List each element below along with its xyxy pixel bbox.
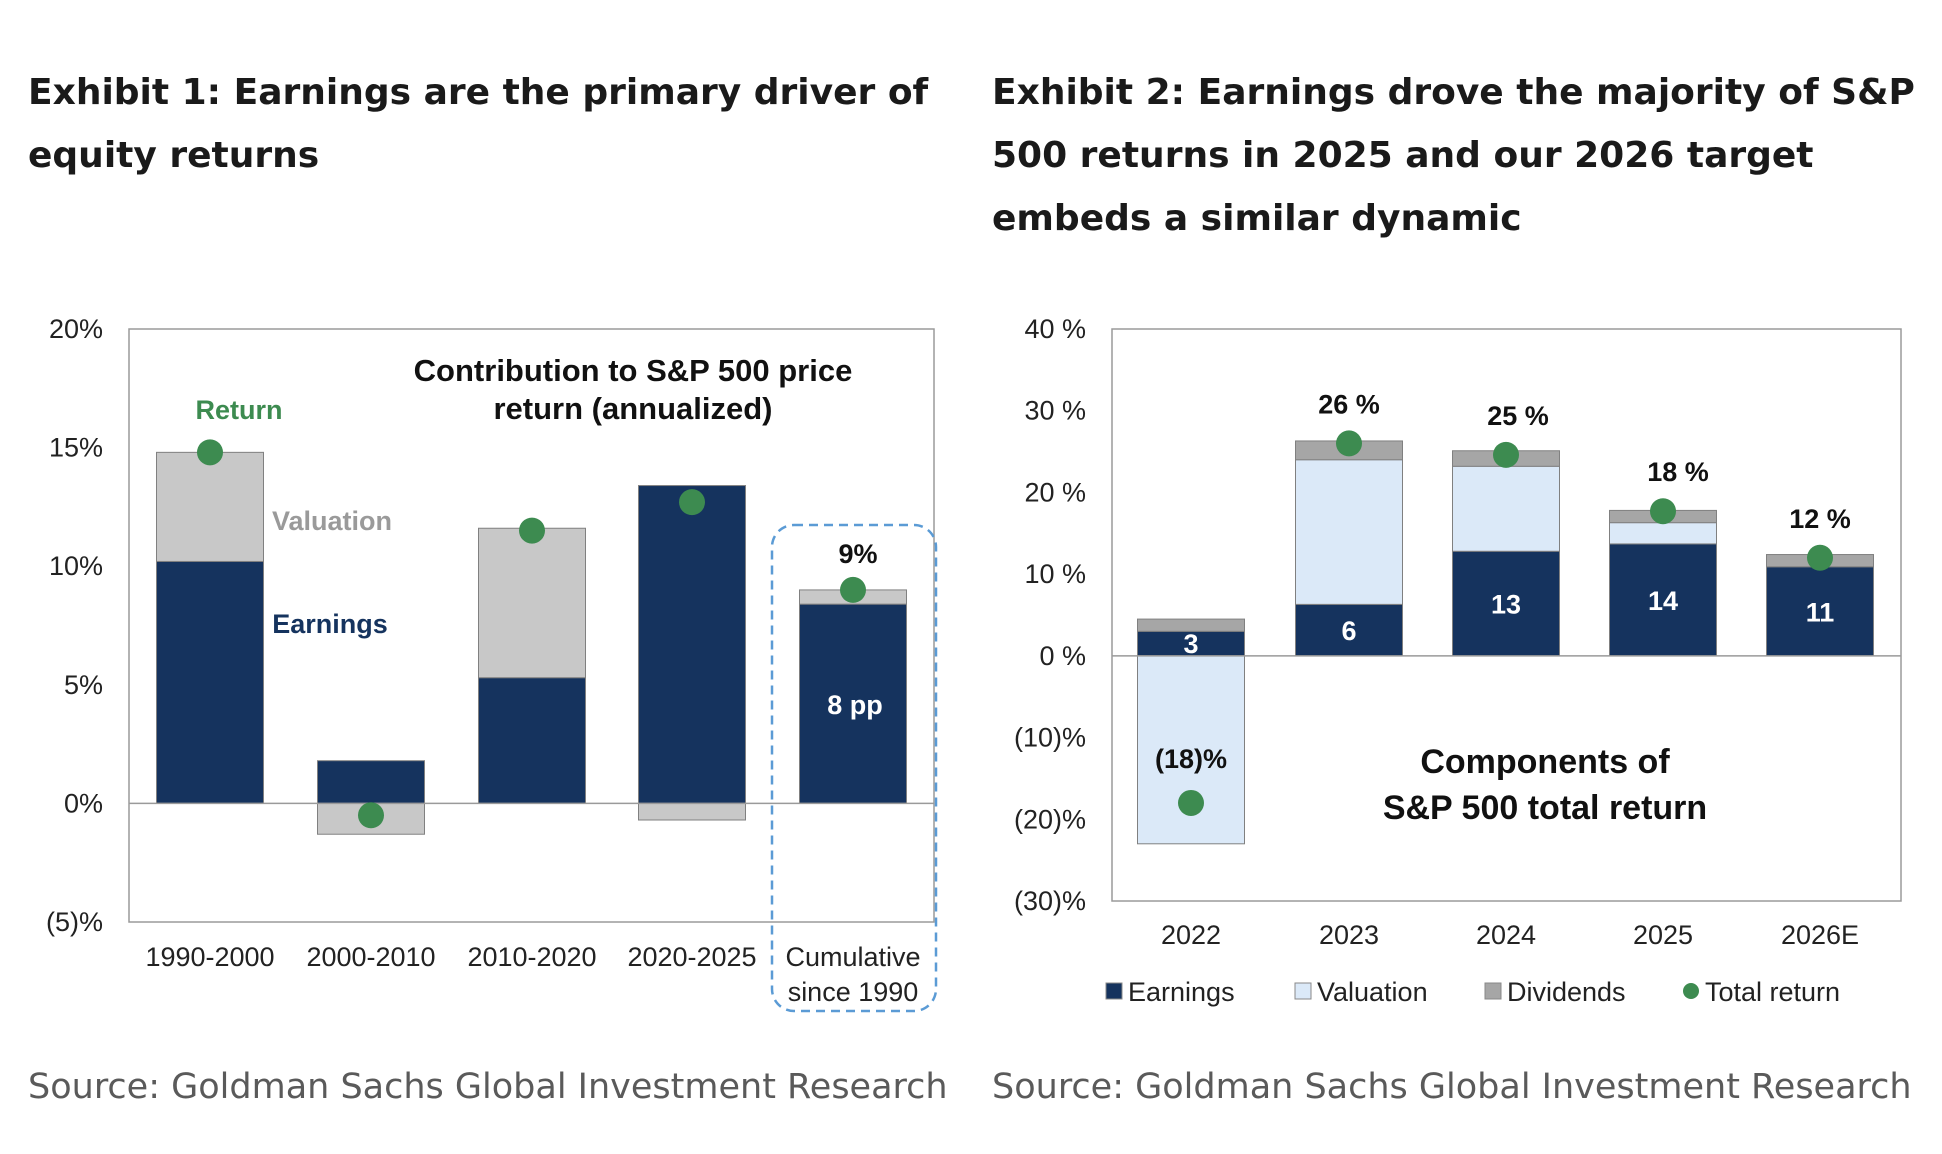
total-return-label: 26 %: [1318, 389, 1380, 419]
earnings-data-label: 6: [1341, 616, 1356, 646]
earnings-label: Earnings: [272, 609, 388, 639]
legend-item-dividends: Dividends: [1484, 977, 1626, 1007]
highlight-dashed-box: [770, 523, 938, 1013]
legend-swatch: [1294, 982, 1312, 1000]
x-tick-label: 2024: [1476, 920, 1536, 950]
x-tick-label: 2023: [1319, 920, 1379, 950]
chart-title: return (annualized): [493, 391, 772, 426]
exhibit1-chart: 20% 15% 10% 5% 0% (5)% 1990-2000 2000-2010 2010-…: [46, 314, 938, 1013]
earnings-data-label: 3: [1183, 629, 1198, 659]
total-return-label: 25 %: [1487, 401, 1549, 431]
bar-earnings: [638, 485, 746, 804]
bar-valuation: [1452, 465, 1560, 552]
chart-title: S&P 500 total return: [1383, 789, 1707, 827]
return-point: [840, 576, 866, 603]
bar-valuation: [1295, 459, 1403, 605]
exhibit1-source: Source: Goldman Sachs Global Investment …: [28, 1067, 948, 1107]
y-tick-label: (30)%: [1014, 886, 1086, 916]
bar-earnings: [156, 560, 264, 804]
y-tick-label: 0%: [64, 788, 103, 818]
total-return-label: 18 %: [1647, 457, 1709, 487]
chart-title: Components of: [1420, 743, 1670, 781]
chart-title: Contribution to S&P 500 price: [414, 353, 853, 388]
legend-label: Earnings: [1128, 977, 1235, 1007]
exhibit2-chart: 40 % 30 % 20 % 10 % 0 % (10)% (20)% (30)% 2022 20…: [1014, 314, 1902, 1007]
data-label: 9%: [838, 539, 877, 569]
legend-item-valuation: Valuation: [1294, 977, 1428, 1007]
y-tick-label: 5%: [64, 670, 103, 700]
return-point: [358, 802, 384, 829]
y-tick-label: (10)%: [1014, 723, 1086, 753]
x-tick-label: 2025: [1633, 920, 1693, 950]
x-tick-label: 2000-2010: [306, 942, 435, 972]
bar-earnings: [1137, 630, 1245, 657]
y-tick-label: 15%: [49, 433, 103, 463]
x-tick-label: 2026E: [1781, 920, 1859, 950]
legend-label: Total return: [1705, 977, 1840, 1007]
y-tick-label: 30 %: [1024, 396, 1086, 426]
exhibit1-heading-line: Exhibit 1: Earnings are the primary driv…: [28, 72, 929, 113]
exhibit2-source: Source: Goldman Sachs Global Investment …: [992, 1067, 1912, 1107]
exhibit1-heading-line: equity returns: [28, 135, 319, 176]
legend-item-earnings: Earnings: [1105, 977, 1235, 1007]
earnings-data-label: 11: [1806, 597, 1835, 627]
return-point: [197, 439, 223, 466]
y-tick-label: (5)%: [46, 907, 103, 937]
y-tick-label: (20)%: [1014, 804, 1086, 834]
return-point: [1650, 498, 1676, 525]
x-tick-label: 2022: [1161, 920, 1221, 950]
exhibit2-heading-line: embeds a similar dynamic: [992, 198, 1522, 239]
y-tick-label: 20%: [49, 314, 103, 344]
x-tick-label: 1990-2000: [145, 942, 274, 972]
return-point: [1178, 789, 1204, 816]
bar-valuation: [478, 527, 586, 679]
bar-earnings: [1452, 550, 1560, 657]
legend-label: Dividends: [1507, 977, 1626, 1007]
y-tick-label: 10%: [49, 551, 103, 581]
bar-valuation: [1609, 522, 1717, 545]
x-tick-label: since 1990: [788, 977, 919, 1007]
legend-swatch: [1683, 983, 1699, 999]
bar-valuation: [156, 451, 264, 562]
x-tick-label: Cumulative: [785, 942, 920, 972]
plot-frame: [1111, 328, 1902, 902]
bar-earnings: [1766, 566, 1874, 657]
return-point: [1336, 430, 1362, 457]
bar-dividends: [1137, 618, 1245, 632]
x-tick-label: 2020-2025: [627, 942, 756, 972]
y-tick-label: 20 %: [1024, 477, 1086, 507]
legend-item-total-return: Total return: [1683, 977, 1840, 1007]
bar-earnings: [478, 677, 586, 804]
return-point: [519, 517, 545, 544]
earnings-data-label: 13: [1491, 590, 1521, 620]
exhibit1-heading: Exhibit 1: Earnings are the primary driv…: [28, 72, 929, 176]
plot-frame: [128, 328, 935, 923]
return-point: [1493, 441, 1519, 468]
legend-label: Valuation: [1317, 977, 1428, 1007]
legend-swatch: [1484, 982, 1502, 1000]
exhibit2-heading: Exhibit 2: Earnings drove the majority o…: [992, 72, 1915, 239]
x-tick-label: 2010-2020: [467, 942, 596, 972]
bar-earnings: [317, 760, 425, 804]
return-point: [679, 489, 705, 516]
return-point: [1807, 544, 1833, 571]
y-tick-label: 40 %: [1024, 314, 1086, 344]
bar-valuation: [638, 802, 746, 821]
bar-earnings: [799, 603, 907, 804]
exhibit2-heading-line: 500 returns in 2025 and our 2026 target: [992, 135, 1814, 176]
y-tick-label: 10 %: [1024, 559, 1086, 589]
bar-earnings: [1295, 603, 1403, 657]
legend-swatch: [1105, 982, 1123, 1000]
total-return-label: (18)%: [1155, 744, 1227, 774]
earnings-data-label: 14: [1648, 586, 1678, 616]
exhibit2-heading-line: Exhibit 2: Earnings drove the majority o…: [992, 72, 1915, 113]
total-return-label: 12 %: [1789, 504, 1851, 534]
return-label: Return: [196, 395, 283, 425]
y-tick-label: 0 %: [1039, 641, 1086, 671]
data-label: 8 pp: [827, 690, 883, 720]
valuation-label: Valuation: [272, 506, 392, 536]
